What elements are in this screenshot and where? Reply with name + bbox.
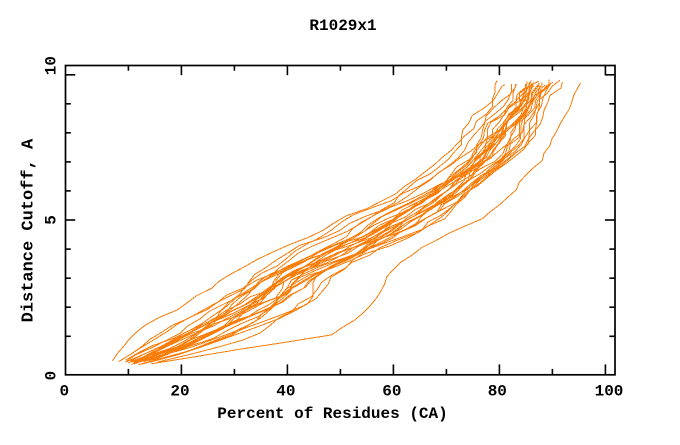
svg-text:80: 80 xyxy=(488,383,507,401)
svg-text:0: 0 xyxy=(59,383,69,401)
svg-text:Percent of Residues (CA): Percent of Residues (CA) xyxy=(217,405,447,423)
svg-text:60: 60 xyxy=(382,383,401,401)
svg-text:40: 40 xyxy=(276,383,295,401)
svg-text:R1029x1: R1029x1 xyxy=(309,17,376,35)
svg-text:100: 100 xyxy=(595,383,624,401)
svg-text:10: 10 xyxy=(43,56,61,75)
svg-text:0: 0 xyxy=(43,371,61,381)
svg-text:Distance Cutoff, A: Distance Cutoff, A xyxy=(20,138,39,322)
svg-text:20: 20 xyxy=(170,383,189,401)
svg-text:5: 5 xyxy=(43,215,61,225)
